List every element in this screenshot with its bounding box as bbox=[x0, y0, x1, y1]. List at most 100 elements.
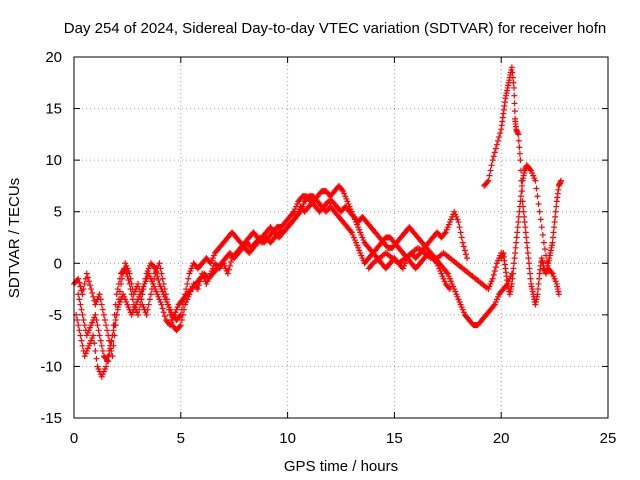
data-point bbox=[492, 264, 499, 271]
data-point bbox=[511, 255, 518, 262]
data-point bbox=[90, 332, 97, 339]
data-point bbox=[96, 291, 103, 298]
x-tick-label: 20 bbox=[493, 430, 510, 447]
data-point bbox=[177, 322, 184, 329]
data-point bbox=[91, 340, 98, 347]
data-point bbox=[76, 296, 83, 303]
data-point bbox=[491, 149, 498, 156]
data-point bbox=[486, 172, 493, 179]
data-point bbox=[104, 327, 111, 334]
data-point bbox=[75, 275, 82, 282]
data-point bbox=[526, 265, 533, 272]
data-point bbox=[181, 296, 188, 303]
data-point bbox=[532, 177, 539, 184]
data-point bbox=[179, 301, 186, 308]
x-tick-label: 0 bbox=[70, 430, 78, 447]
data-point bbox=[458, 234, 465, 241]
data-point bbox=[138, 296, 145, 303]
data-point bbox=[552, 213, 559, 220]
data-point bbox=[517, 157, 524, 164]
data-point bbox=[489, 157, 496, 164]
data-point bbox=[541, 246, 548, 253]
data-point bbox=[509, 275, 516, 282]
data-point bbox=[146, 296, 153, 303]
data-point bbox=[558, 177, 565, 184]
data-point bbox=[141, 280, 148, 287]
data-point bbox=[490, 153, 497, 160]
data-point bbox=[513, 234, 520, 241]
data-point bbox=[80, 286, 87, 293]
data-point bbox=[107, 345, 114, 352]
data-point bbox=[516, 144, 523, 151]
x-axis-label: GPS time / hours bbox=[284, 458, 398, 475]
data-point bbox=[74, 317, 81, 324]
data-point bbox=[497, 130, 504, 137]
data-point bbox=[113, 291, 120, 298]
data-point bbox=[509, 74, 516, 81]
data-point bbox=[534, 291, 541, 298]
data-point bbox=[540, 239, 547, 246]
data-point bbox=[493, 141, 500, 148]
data-point bbox=[92, 347, 99, 354]
data-point bbox=[176, 313, 183, 320]
data-point bbox=[123, 269, 130, 276]
data-point bbox=[511, 108, 518, 115]
data-point bbox=[511, 100, 518, 107]
data-point bbox=[490, 302, 497, 309]
y-tick-label: -5 bbox=[49, 307, 62, 324]
data-point bbox=[99, 306, 106, 313]
data-point bbox=[154, 273, 161, 280]
data-point bbox=[461, 247, 468, 254]
data-point bbox=[112, 317, 119, 324]
data-point bbox=[509, 270, 516, 277]
data-point bbox=[551, 219, 558, 226]
data-point bbox=[176, 323, 183, 330]
y-tick-label: 5 bbox=[54, 204, 62, 221]
data-point bbox=[182, 291, 189, 298]
data-point bbox=[457, 229, 464, 236]
data-point bbox=[445, 284, 452, 291]
data-point bbox=[159, 305, 166, 312]
data-point bbox=[87, 282, 94, 289]
data-points bbox=[71, 64, 565, 380]
data-point bbox=[156, 260, 163, 267]
data-point bbox=[518, 188, 525, 195]
data-point bbox=[79, 311, 86, 318]
data-point bbox=[77, 332, 84, 339]
data-point bbox=[538, 224, 545, 231]
data-point bbox=[142, 275, 149, 282]
data-point bbox=[484, 179, 491, 186]
data-point bbox=[103, 363, 110, 370]
data-point bbox=[227, 258, 234, 265]
data-point bbox=[185, 275, 192, 282]
data-point bbox=[178, 306, 185, 313]
data-point bbox=[462, 251, 469, 258]
data-point bbox=[135, 311, 142, 318]
series-sat-c bbox=[75, 193, 453, 365]
data-point bbox=[139, 291, 146, 298]
data-point bbox=[178, 317, 185, 324]
data-point bbox=[515, 137, 522, 144]
data-point bbox=[77, 283, 84, 290]
y-tick-label: -15 bbox=[40, 410, 62, 427]
data-point bbox=[158, 270, 165, 277]
data-point bbox=[491, 268, 498, 275]
data-point bbox=[296, 210, 303, 217]
x-tick-label: 5 bbox=[177, 430, 185, 447]
data-point bbox=[456, 224, 463, 231]
data-point bbox=[550, 229, 557, 236]
y-tick-label: 0 bbox=[54, 255, 62, 272]
data-point bbox=[513, 239, 520, 246]
data-point bbox=[492, 145, 499, 152]
data-point bbox=[93, 317, 100, 324]
data-point bbox=[441, 230, 448, 237]
data-point bbox=[78, 306, 85, 313]
data-point bbox=[116, 275, 123, 282]
data-point bbox=[152, 265, 159, 272]
data-point bbox=[136, 306, 143, 313]
x-tick-label: 25 bbox=[600, 430, 617, 447]
data-point bbox=[140, 286, 147, 293]
data-point bbox=[75, 291, 82, 298]
data-point bbox=[122, 265, 129, 272]
data-point bbox=[536, 275, 543, 282]
